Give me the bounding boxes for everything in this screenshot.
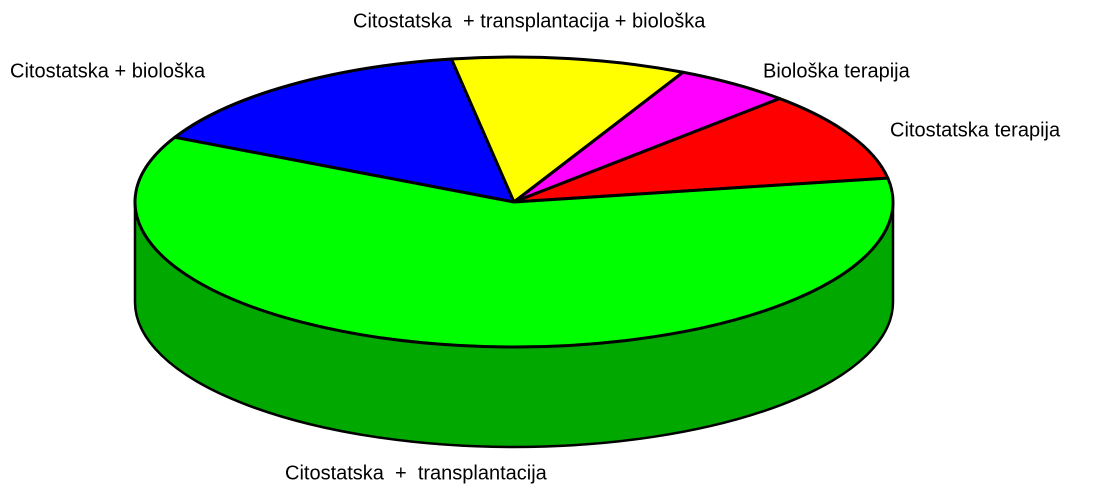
slice-label: Citostatska terapija xyxy=(890,119,1061,141)
slice-label: Citostatska + biološka xyxy=(10,60,206,82)
slice xyxy=(133,135,895,349)
slice-label: Citostatska + transplantacija + biološka xyxy=(353,10,706,32)
slice-label: Biološka terapija xyxy=(763,60,911,82)
slice xyxy=(512,97,890,204)
pie xyxy=(133,55,895,449)
slice-label: Citostatska + transplantacija xyxy=(285,462,548,484)
slice xyxy=(173,57,516,204)
slice xyxy=(449,55,685,204)
